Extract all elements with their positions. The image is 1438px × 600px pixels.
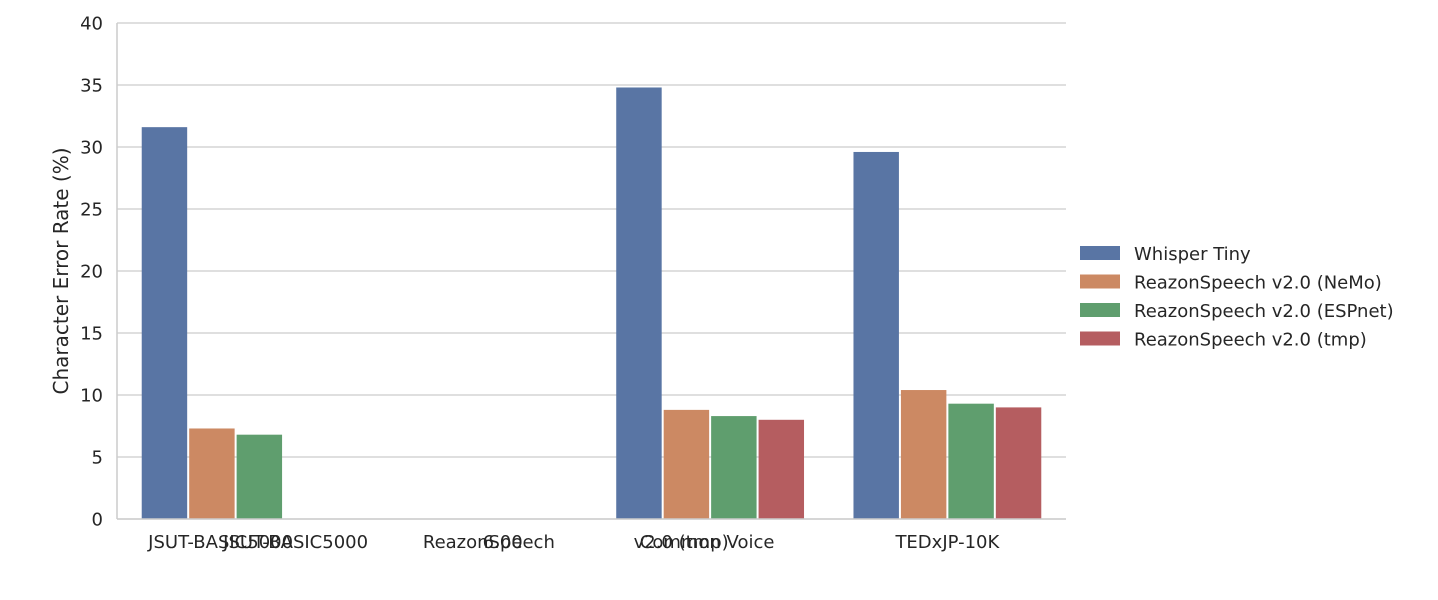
bar — [141, 127, 188, 519]
legend-label: ReazonSpeech v2.0 (NeMo) — [1134, 273, 1382, 294]
axes — [116, 23, 1066, 520]
bar — [758, 419, 805, 519]
y-tick-labels: 0 5 10 15 20 25 30 35 40 — [80, 14, 103, 531]
bar — [995, 407, 1042, 519]
y-axis-label: Character Error Rate (%) — [49, 147, 73, 394]
y-tick-label: 15 — [80, 324, 103, 345]
y-tick-label: 5 — [92, 448, 103, 469]
y-tick-label: 40 — [80, 14, 103, 35]
bar — [711, 416, 757, 519]
x-tick-label: JSUT-BASIC5000 — [147, 532, 293, 553]
bar — [616, 87, 662, 519]
x-tick-label: JSUT-BASIC5000 — [222, 532, 368, 553]
legend-swatch — [1080, 274, 1120, 289]
bars — [141, 87, 1042, 519]
legend: Whisper Tiny ReazonSpeech v2.0 (NeMo) Reaz… — [1080, 244, 1394, 351]
x-tick-label: Common Voice — [640, 532, 775, 553]
y-tick-label: 20 — [80, 262, 103, 283]
bar — [236, 434, 283, 519]
legend-label: ReazonSpeech v2.0 (tmp) — [1134, 330, 1367, 351]
x-tick-label: 6.00 — [483, 532, 523, 553]
x-tick-label: ReazonSpeech — [423, 532, 555, 553]
bar — [900, 390, 947, 519]
legend-label: Whisper Tiny — [1134, 244, 1251, 265]
bar — [853, 151, 899, 519]
y-tick-label: 10 — [80, 386, 103, 407]
x-tick-label: TEDxJP-10K — [894, 532, 1000, 553]
legend-label: ReazonSpeech v2.0 (ESPnet) — [1134, 301, 1394, 322]
bar — [948, 403, 994, 519]
bar — [189, 428, 235, 519]
legend-swatch — [1080, 331, 1120, 346]
x-tick-label: v2.0 (tmp) — [634, 532, 729, 553]
legend-swatch — [1080, 246, 1120, 260]
y-tick-label: 30 — [80, 138, 103, 159]
y-tick-label: 35 — [80, 76, 103, 97]
bar — [663, 409, 710, 519]
y-tick-label: 0 — [92, 510, 103, 531]
y-tick-label: 25 — [80, 200, 103, 221]
legend-swatch — [1080, 303, 1120, 317]
